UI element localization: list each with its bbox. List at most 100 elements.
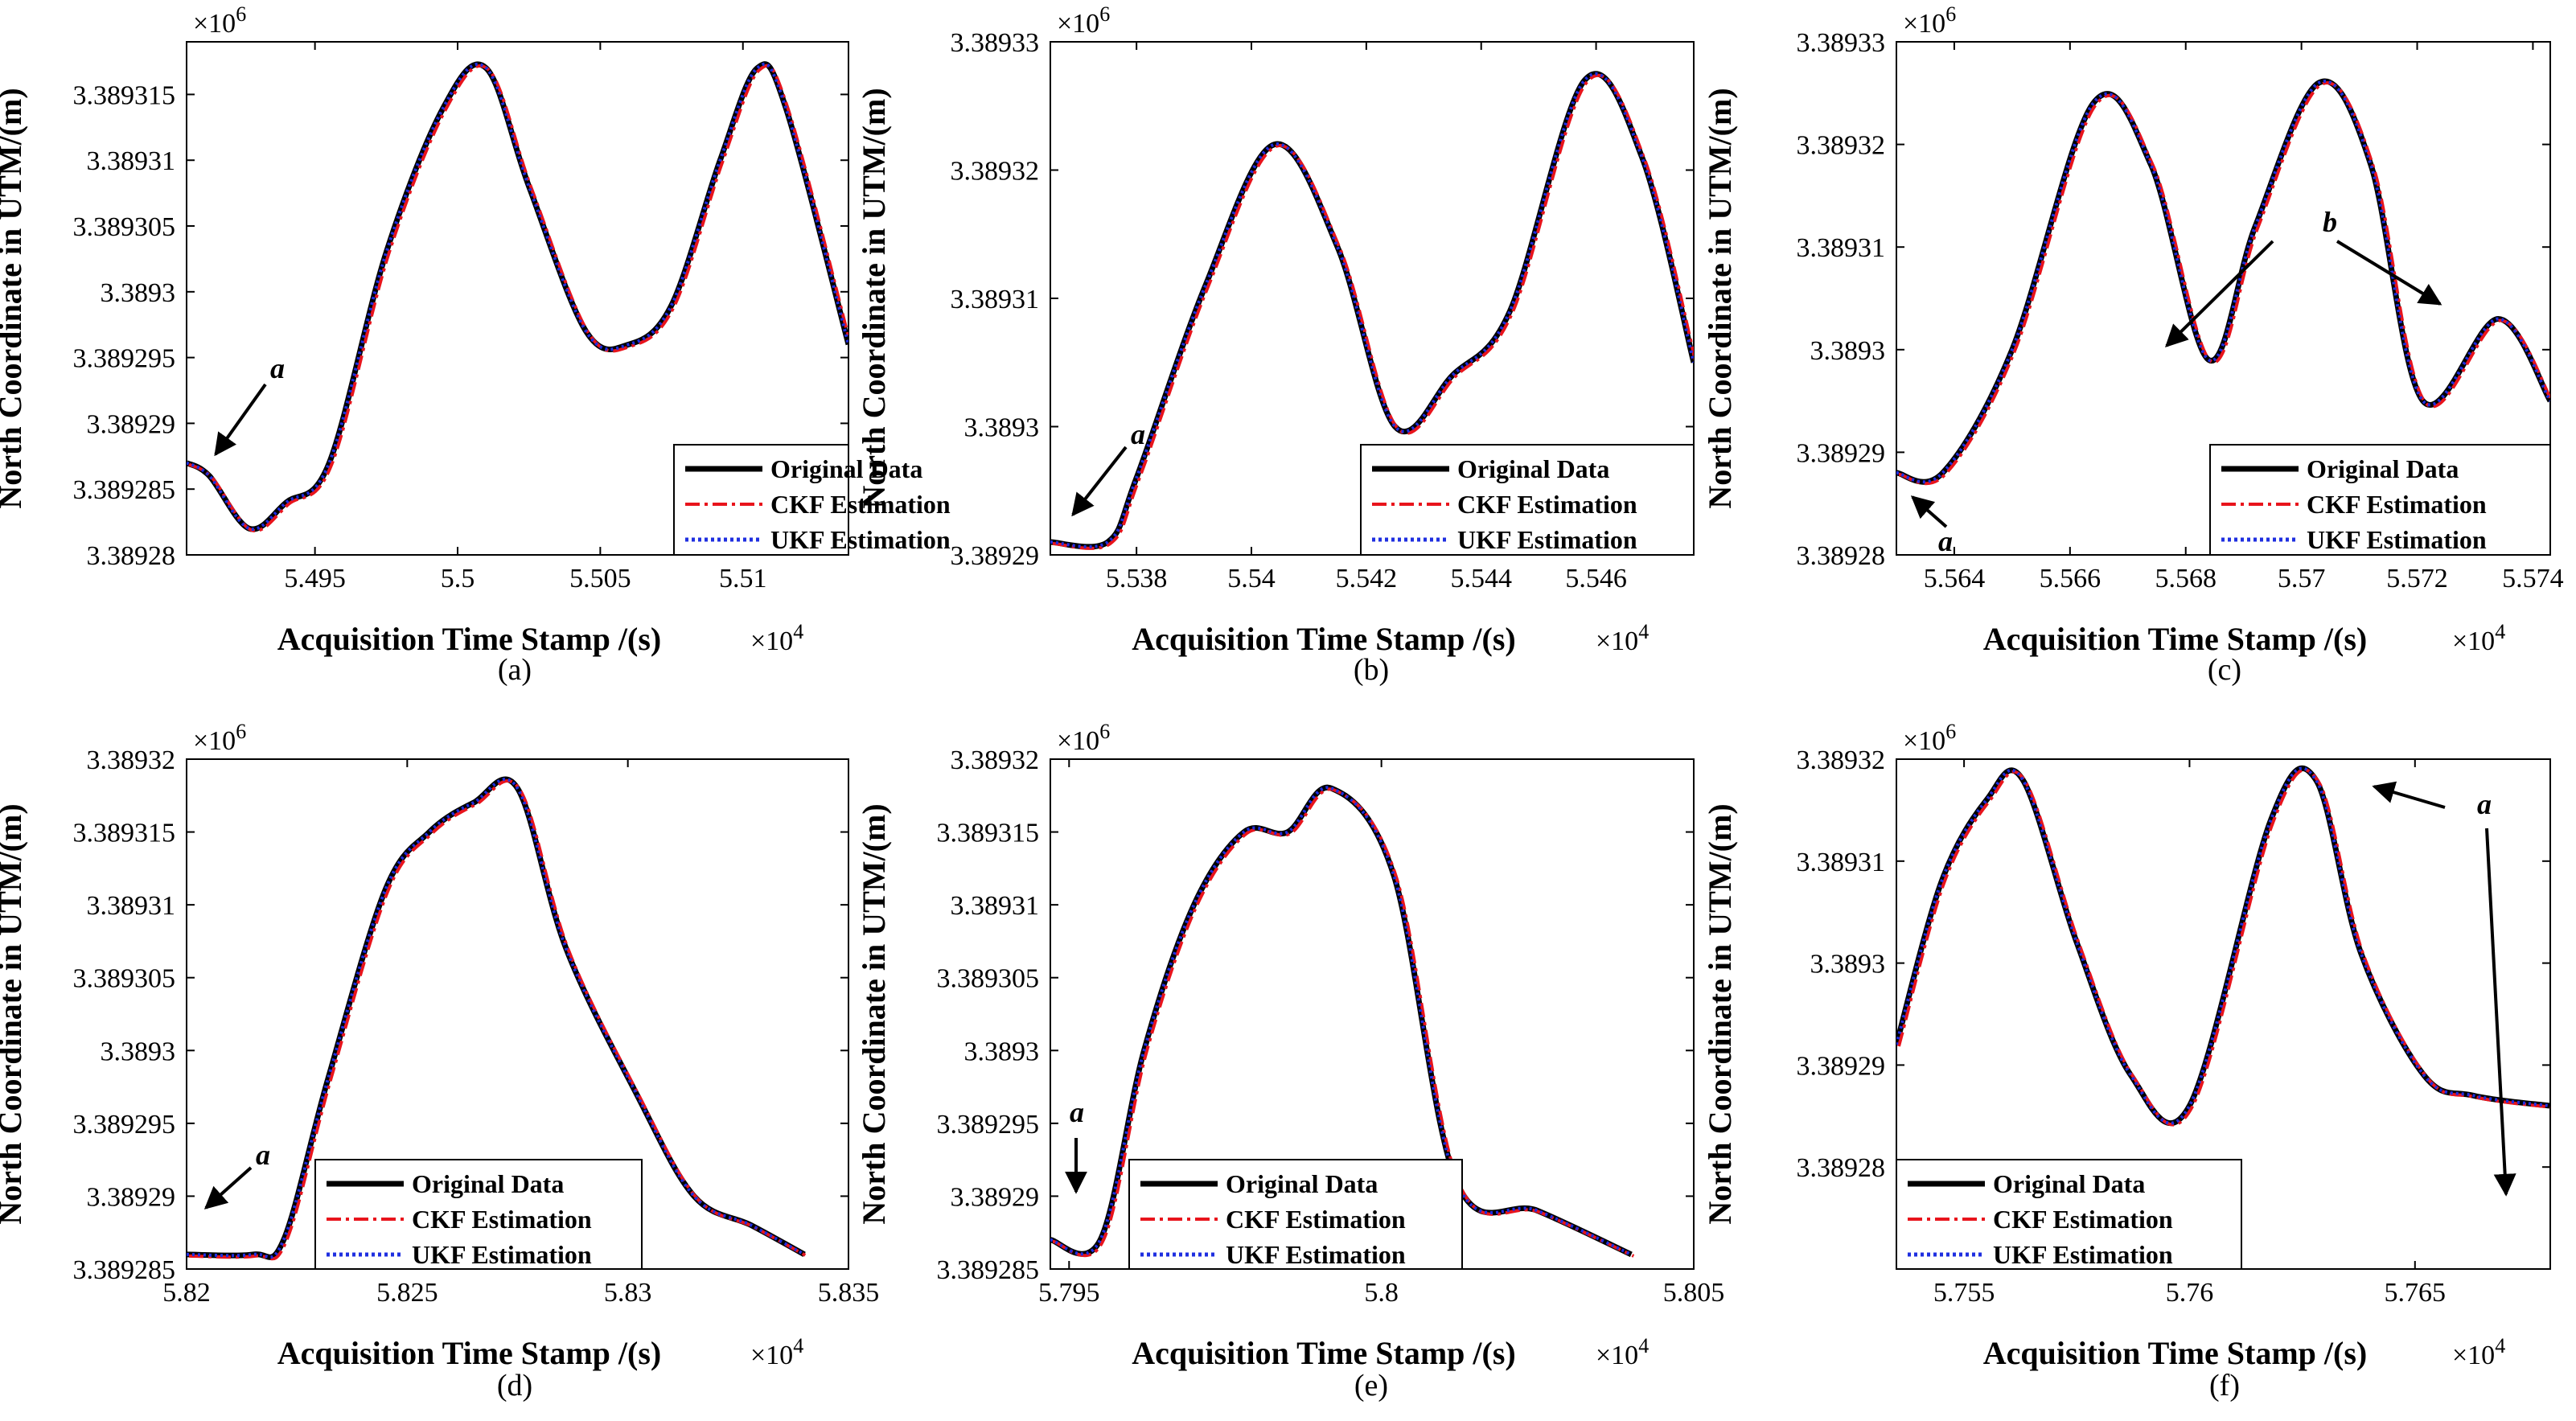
x-multiplier: ×104 [1596,1334,1649,1370]
x-multiplier-base: ×10 [2452,1341,2495,1370]
legend-box [1128,1159,1463,1270]
x-multiplier-base: ×10 [2452,626,2495,656]
legend-label: Original Data [1993,1169,2145,1198]
y-multiplier: ×106 [1903,2,1956,39]
x-multiplier: ×104 [2452,620,2505,656]
series-ukf-estimation [1050,786,1633,1256]
annotation-arrow [2336,240,2442,306]
y-tick-label: 3.38929 [1797,1051,1886,1081]
legend-label: CKF Estimation [1226,1205,1406,1234]
y-multiplier-base: ×10 [193,726,236,756]
y-multiplier-base: ×10 [1903,726,1945,756]
legend-label: UKF Estimation [1993,1240,2173,1269]
y-tick-label: 3.389295 [937,1110,1040,1140]
y-multiplier-exponent: 6 [1099,720,1110,743]
x-tick-label: 5.54 [1227,564,1276,593]
series-ukf-estimation [1050,72,1694,548]
subplot-caption: (a) [498,653,532,687]
x-multiplier: ×104 [2452,1334,2505,1370]
y-tick-label: 3.389285 [73,475,176,505]
x-tick-label: 5.76 [2166,1278,2214,1308]
x-multiplier-exponent: 4 [793,1334,803,1357]
y-tick-label: 3.38928 [1797,541,1886,571]
y-multiplier-exponent: 6 [1945,720,1956,743]
y-tick-label: 3.3893 [101,278,176,308]
x-tick-label: 5.51 [719,564,767,593]
x-tick-label: 5.57 [2278,564,2326,593]
x-tick-label: 5.765 [2385,1278,2447,1308]
x-tick-label: 5.538 [1106,564,1168,593]
x-multiplier: ×104 [750,620,803,656]
y-tick-label: 3.38932 [951,157,1040,187]
legend: Original Data CKF Estimation UKF Estimatio… [1360,444,1695,556]
y-tick-label: 3.38933 [1797,28,1886,58]
y-tick-label: 3.38928 [1797,1153,1886,1183]
x-multiplier-exponent: 4 [1638,1334,1649,1357]
x-multiplier-base: ×10 [750,1341,793,1370]
y-tick-label: 3.389285 [937,1255,1040,1285]
series-ckf-estimation [188,779,808,1261]
y-multiplier-exponent: 6 [236,2,246,26]
legend: Original Data CKF Estimation UKF Estimatio… [673,444,951,556]
subplot-caption: (e) [1354,1369,1388,1403]
y-multiplier-base: ×10 [1057,726,1099,756]
y-tick-label: 3.38932 [951,745,1040,775]
y-tick-label: 3.38932 [87,745,176,775]
y-tick-label: 3.3893 [1810,336,1886,366]
y-tick-label: 3.38929 [87,1182,176,1212]
y-multiplier-exponent: 6 [1945,2,1956,26]
y-tick-label: 3.389315 [937,819,1040,848]
y-tick-label: 3.389315 [73,80,176,110]
x-tick-label: 5.795 [1038,1278,1100,1308]
x-multiplier-exponent: 4 [2495,1334,2505,1357]
x-tick-label: 5.5 [441,564,475,593]
annotation-label: a [1131,418,1145,450]
y-tick-label: 3.38929 [951,1182,1040,1212]
x-tick-label: 5.82 [162,1278,211,1308]
y-tick-label: 3.389305 [937,964,1040,994]
legend-label: UKF Estimation [1457,525,1637,554]
subplot-a: 5.495 5.5 5.505 5.51 3.38928 3.389285 3.38929 3… [0,2,951,687]
subplot-d: 5.82 5.825 5.83 5.835 3.389285 3.38929 3.38929… [0,720,879,1403]
x-multiplier-exponent: 4 [2495,620,2505,643]
y-tick-label: 3.3893 [964,413,1040,443]
x-tick-label: 5.568 [2155,564,2217,593]
series-ckf-estimation [1898,81,2550,486]
subplot-caption: (c) [2208,653,2241,687]
y-tick-label: 3.389285 [73,1255,176,1285]
y-tick-label: 3.38931 [1797,233,1886,263]
y-tick-label: 3.389305 [73,964,176,994]
annotation-arrow [2165,240,2274,347]
series-ckf-estimation [1052,787,1635,1258]
legend: Original Data CKF Estimation UKF Estimatio… [2209,444,2551,556]
y-tick-label: 3.389295 [73,1110,176,1140]
legend-box [314,1159,643,1270]
series-ukf-estimation [187,778,806,1259]
x-axis-label: Acquisition Time Stamp /(s) [277,1335,661,1371]
x-tick-label: 5.755 [1933,1278,1995,1308]
legend-box [2209,444,2551,556]
legend-label: CKF Estimation [2307,490,2487,519]
x-axis-label: Acquisition Time Stamp /(s) [1983,621,2367,657]
legend-label: Original Data [2307,454,2459,483]
legend: Original Data CKF Estimation UKF Estimatio… [1896,1159,2242,1270]
y-tick-label: 3.3893 [964,1037,1040,1066]
subplot-c: 5.564 5.566 5.568 5.57 5.572 5.574 3.38928 3.38… [1702,2,2564,687]
y-axis-label: North Coordinate in UTM/(m) [1702,803,1738,1224]
y-tick-label: 3.38931 [951,891,1040,921]
x-tick-label: 5.566 [2040,564,2101,593]
y-axis-label: North Coordinate in UTM/(m) [856,88,892,508]
series-ckf-estimation [188,64,848,533]
legend: Original Data CKF Estimation UKF Estimatio… [314,1159,643,1270]
annotation-arrow [1910,495,1948,528]
legend-label: CKF Estimation [1457,490,1637,519]
x-tick-label: 5.805 [1663,1278,1725,1308]
subplot-caption: (b) [1354,653,1389,687]
y-tick-label: 3.38933 [951,28,1040,58]
legend-box [1896,1159,2242,1270]
legend-label: UKF Estimation [2307,525,2487,554]
x-axis-label: Acquisition Time Stamp /(s) [1132,621,1515,657]
x-tick-label: 5.835 [818,1278,880,1308]
x-multiplier-base: ×10 [750,626,793,656]
y-multiplier-exponent: 6 [236,720,246,743]
